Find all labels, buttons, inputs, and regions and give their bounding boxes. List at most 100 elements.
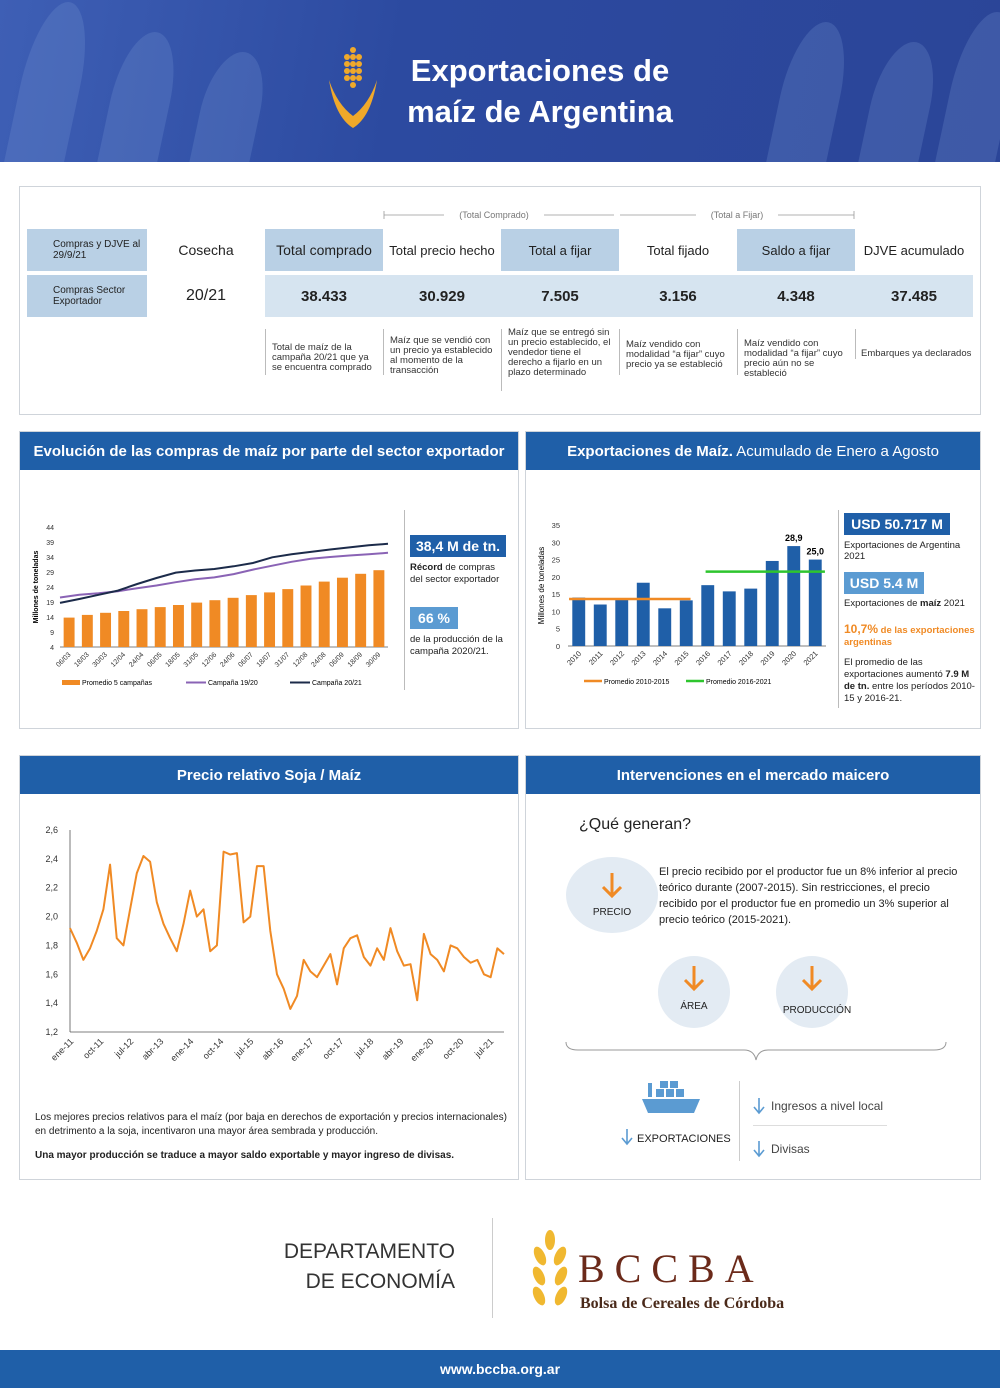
precio-text: El precio recibido por el productor fue … bbox=[659, 866, 958, 926]
bar bbox=[355, 573, 367, 647]
bar bbox=[100, 612, 112, 647]
x-tick-label: 18/05 bbox=[165, 651, 182, 668]
table-header-cell: Total a fijar bbox=[501, 229, 619, 271]
bar bbox=[636, 582, 650, 646]
arrow-down-icon bbox=[601, 873, 623, 899]
bar bbox=[209, 600, 221, 647]
ingresos-label: Ingresos a nivel local bbox=[771, 1099, 884, 1113]
y-tick-label: 9 bbox=[50, 630, 54, 637]
legend-label: Promedio 2016-2021 bbox=[706, 679, 771, 686]
bar bbox=[136, 609, 148, 647]
x-tick-label: 12/06 bbox=[201, 651, 218, 668]
x-tick-label: 2014 bbox=[651, 649, 669, 667]
x-tick-label: 30/09 bbox=[365, 651, 382, 668]
title-line-1: Exportaciones de bbox=[410, 53, 670, 88]
data-label: 25,0 bbox=[806, 547, 824, 557]
panel-precio-relativo: Precio relativo Soja / Maíz 1,2 1,4 1,6 1,8… bbox=[19, 755, 519, 1180]
table-header-cell: Total fijado bbox=[619, 229, 737, 271]
usd-total-text: Exportaciones de Argentina 2021 bbox=[844, 540, 961, 562]
title-line-2: maíz de Argentina bbox=[407, 94, 673, 129]
x-tick-label: 2011 bbox=[587, 649, 605, 667]
series-line bbox=[69, 850, 505, 1010]
bar bbox=[318, 581, 330, 647]
y-tick-label: 44 bbox=[46, 525, 54, 532]
usd-maiz-value: USD 5.4 M bbox=[844, 572, 924, 594]
produccion-label: PRODUCCIÓN bbox=[782, 1005, 852, 1016]
precio-relativo-chart: 1,2 1,4 1,6 1,8 2,0 2,2 2,4 2,6 ene-11 oct-11 jul-… bbox=[45, 825, 505, 1063]
legend-label: Promedio 2010-2015 bbox=[604, 679, 669, 686]
ship-icon bbox=[642, 1081, 700, 1113]
x-tick-label: 2017 bbox=[716, 649, 734, 667]
panel-compras-exportador: Evolución de las compras de maíz por par… bbox=[19, 431, 519, 729]
y-tick-label: 2,2 bbox=[45, 883, 58, 893]
x-tick-label: 2016 bbox=[694, 649, 712, 667]
bar bbox=[744, 588, 758, 646]
bccba-logo-subtitle: Bolsa de Cereales de Córdoba bbox=[580, 1295, 785, 1312]
x-tick-label: 06/03 bbox=[55, 651, 72, 668]
y-axis-label: Millones de toneladas bbox=[537, 547, 546, 624]
x-tick-label: jul-18 bbox=[352, 1036, 375, 1059]
x-tick-label: oct-14 bbox=[201, 1036, 226, 1061]
group-label-comprado: (Total Comprado) bbox=[459, 210, 529, 220]
x-tick-label: 30/03 bbox=[92, 651, 109, 668]
note-djve: Embarques ya declarados bbox=[861, 348, 972, 359]
precio-label: PRECIO bbox=[592, 907, 632, 918]
note-total-comprado: Total de maíz de la campaña 20/21 que ya… bbox=[272, 342, 372, 373]
precio-relativo-text: Los mejores precios relativos para el ma… bbox=[35, 1112, 507, 1137]
x-tick-label: ene-14 bbox=[169, 1036, 196, 1063]
y-tick-label: 4 bbox=[50, 645, 54, 652]
arrow-down-icon bbox=[753, 1141, 765, 1158]
x-tick-label: 2013 bbox=[630, 649, 648, 667]
bar bbox=[118, 611, 130, 647]
bar bbox=[336, 577, 348, 647]
avg-text: El promedio de las exportaciones aumentó… bbox=[844, 657, 975, 704]
y-tick-label: 35 bbox=[552, 521, 560, 530]
x-tick-label: jul-21 bbox=[472, 1036, 495, 1059]
bar bbox=[300, 585, 312, 647]
note-precio-hecho: Maíz que se vendió con un precio ya esta… bbox=[390, 335, 493, 376]
x-tick-label: 06/07 bbox=[237, 651, 254, 668]
arrow-down-icon bbox=[753, 1098, 765, 1115]
bar bbox=[593, 604, 607, 646]
x-tick-label: 2018 bbox=[737, 649, 755, 667]
legend-label: Promedio 5 campañas bbox=[82, 680, 153, 687]
table-header-cell: Compras y DJVE al 29/9/21 bbox=[27, 229, 147, 271]
y-tick-label: 19 bbox=[46, 600, 54, 607]
x-tick-label: ene-20 bbox=[409, 1036, 436, 1063]
y-tick-label: 1,6 bbox=[45, 969, 58, 979]
panel-title: Exportaciones de Maíz. bbox=[567, 442, 733, 460]
panel-header: Precio relativo Soja / Maíz bbox=[20, 756, 518, 794]
y-tick-label: 2,6 bbox=[45, 825, 58, 835]
x-tick-label: abr-16 bbox=[260, 1036, 285, 1061]
bar bbox=[658, 608, 672, 646]
arrow-down-icon bbox=[683, 966, 705, 992]
bar bbox=[765, 560, 779, 646]
x-tick-label: 2015 bbox=[673, 649, 691, 667]
y-tick-label: 30 bbox=[552, 538, 560, 547]
y-tick-label: 10 bbox=[552, 607, 560, 616]
x-tick-label: 18/07 bbox=[256, 651, 273, 668]
bar bbox=[787, 546, 801, 646]
x-tick-label: 06/05 bbox=[146, 651, 163, 668]
stat-record-value: 38,4 M de tn. bbox=[410, 535, 506, 557]
x-tick-label: 24/08 bbox=[310, 651, 327, 668]
x-tick-label: 2020 bbox=[780, 649, 798, 667]
divisas-label: Divisas bbox=[771, 1142, 810, 1156]
legend-label: Campaña 20/21 bbox=[312, 680, 362, 687]
pct-text: 10,7% de las exportaciones argentinas bbox=[844, 622, 975, 648]
website-link[interactable]: www.bccba.org.ar bbox=[439, 1361, 561, 1377]
table-header-cell: Saldo a fijar bbox=[737, 229, 855, 271]
panel-title: Precio relativo Soja / Maíz bbox=[176, 766, 362, 784]
x-tick-label: 24/04 bbox=[128, 651, 145, 668]
y-tick-label: 20 bbox=[552, 573, 560, 582]
corn-logo-icon bbox=[329, 47, 377, 128]
group-label-fijar: (Total a Fijar) bbox=[710, 210, 764, 220]
y-tick-label: 2,0 bbox=[45, 912, 58, 922]
x-tick-label: 2010 bbox=[565, 649, 583, 667]
exportaciones-label: EXPORTACIONES bbox=[637, 1133, 731, 1145]
panel-title: Evolución de las compras de maíz por par… bbox=[33, 442, 505, 460]
footer-bar: www.bccba.org.ar bbox=[0, 1350, 1000, 1388]
department-label: DEPARTAMENTO DE ECONOMÍA bbox=[283, 1240, 455, 1293]
bar bbox=[245, 595, 257, 647]
